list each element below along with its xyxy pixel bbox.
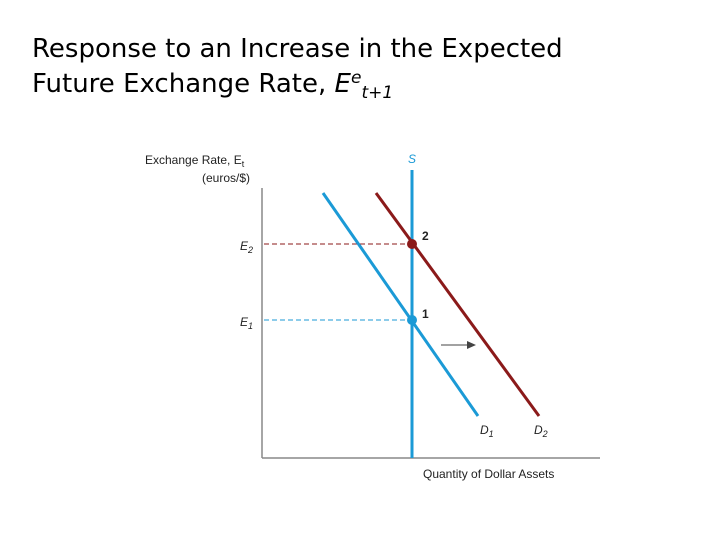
d2-label-symbol: D	[534, 423, 543, 437]
e1-label: E1	[240, 315, 253, 331]
slide-title: Response to an Increase in the Expected …	[32, 32, 692, 102]
e2-label-symbol: E	[240, 239, 249, 253]
title-line-1: Response to an Increase in the Expected	[32, 34, 563, 64]
d2-label-subscript: 2	[542, 429, 548, 439]
d2-label: D2	[534, 423, 548, 439]
demand-curve-d1	[321, 192, 480, 417]
e1-label-symbol: E	[240, 315, 249, 329]
equilibrium-point-1	[407, 315, 417, 325]
title-time-subscript: t+1	[361, 83, 394, 103]
x-axis-label: Quantity of Dollar Assets	[423, 467, 554, 481]
title-line-2: Future Exchange Rate, Eet+1	[32, 67, 692, 102]
shift-arrow-head	[467, 341, 476, 349]
y-axis-label-subscript: t	[242, 159, 245, 169]
d1-label-subscript: 1	[489, 429, 494, 439]
title-line-2-prefix: Future Exchange Rate,	[32, 69, 335, 99]
d1-label: D1	[480, 423, 494, 439]
title-expected-rate-symbol: E	[334, 69, 351, 99]
d1-label-symbol: D	[480, 423, 489, 437]
point-1-label: 1	[422, 307, 429, 321]
equilibrium-point-2	[407, 239, 417, 249]
e2-label-subscript: 2	[247, 245, 253, 255]
supply-label: S	[408, 152, 416, 166]
y-axis-label-line2: (euros/$)	[202, 171, 250, 185]
title-expected-superscript: e	[350, 68, 362, 88]
point-2-label: 2	[422, 229, 429, 243]
e2-label: E2	[240, 239, 253, 255]
e1-label-subscript: 1	[248, 321, 253, 331]
demand-curve-d2	[374, 192, 541, 417]
y-axis-label-text: Exchange Rate, E	[145, 153, 242, 167]
y-axis-label-line1: Exchange Rate, Et	[145, 153, 245, 169]
